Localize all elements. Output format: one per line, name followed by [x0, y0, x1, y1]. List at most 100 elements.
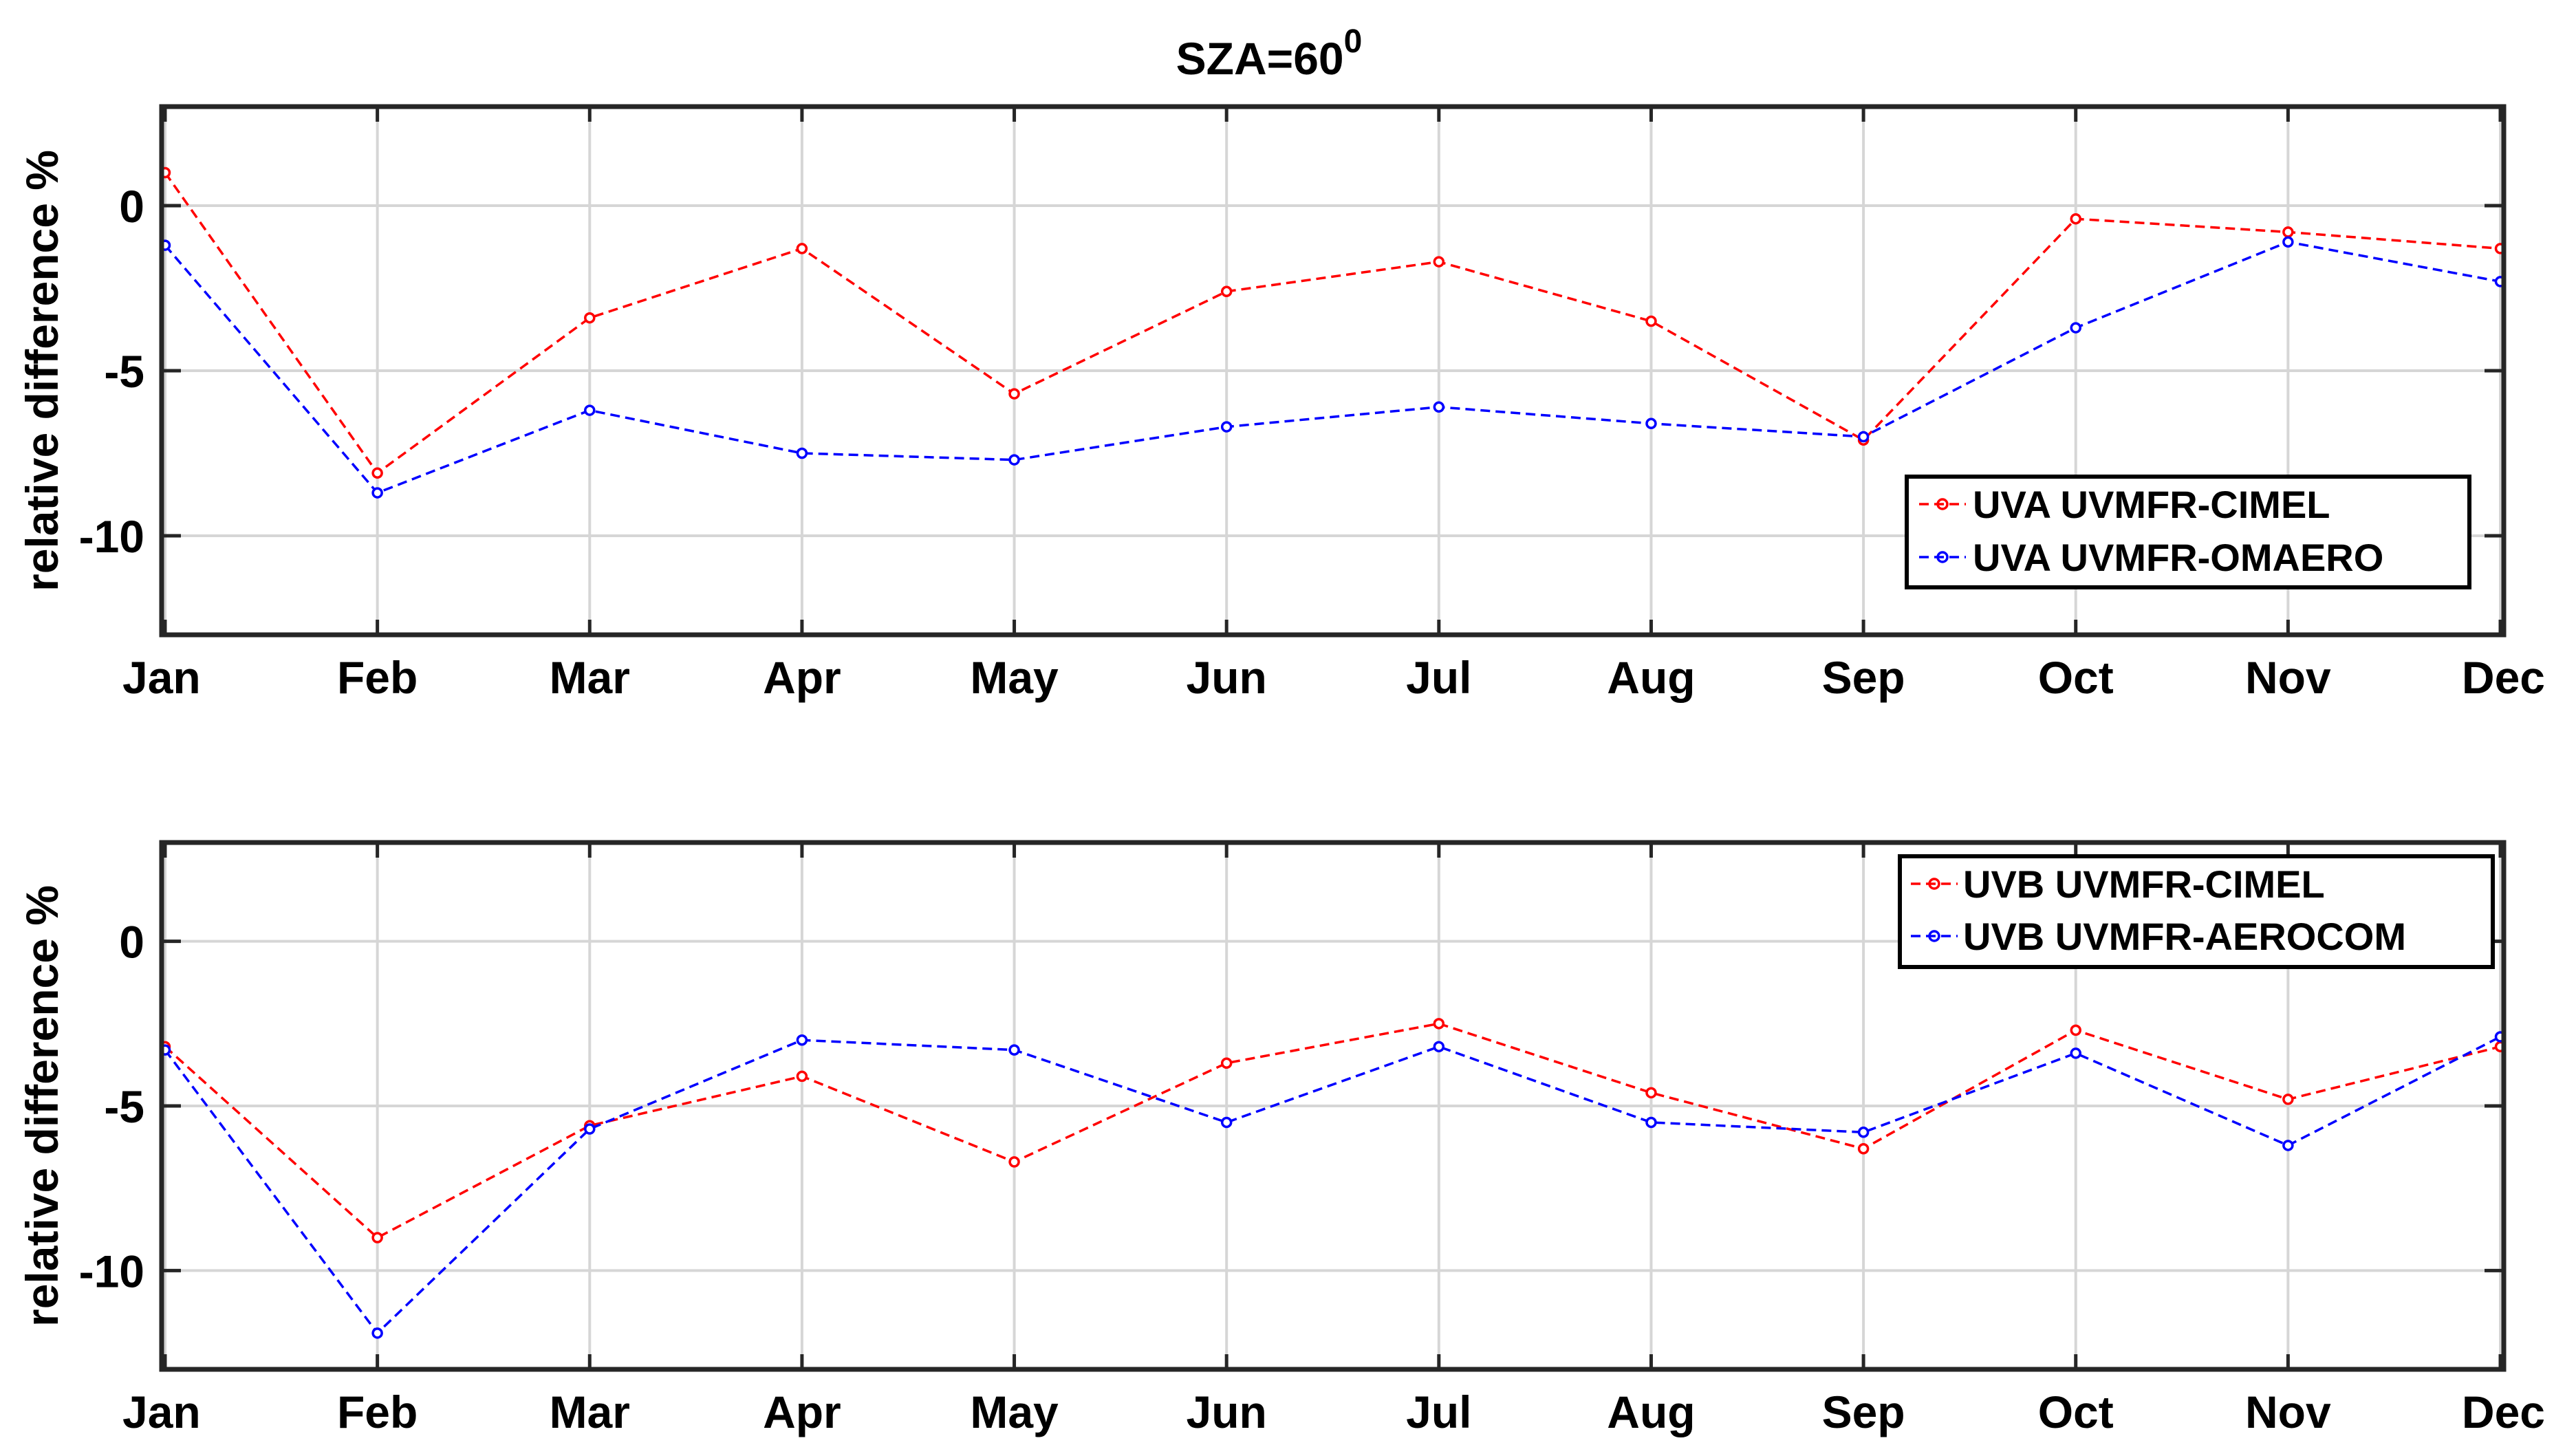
uvb-x-tick-label-may: May: [970, 1387, 1059, 1437]
uva-legend-swatch-marker: [1936, 551, 1949, 563]
uva-x-tick-label-dec: Dec: [2462, 652, 2545, 703]
uva-data-point-mar: [584, 312, 596, 324]
uvb-data-point-may: [1008, 1156, 1020, 1168]
uva-y-tick-label: 0: [119, 181, 144, 232]
uva-data-point-jun: [1220, 421, 1233, 433]
uvb-x-tick-label-apr: Apr: [763, 1387, 841, 1437]
figure-title: SZA=600: [1176, 23, 1363, 84]
uvb-data-point-jun: [1220, 1057, 1233, 1069]
uvb-series-line: [164, 1022, 2501, 1239]
uvb-data-point-may: [1008, 1044, 1020, 1056]
uva-data-point-nov: [2282, 236, 2294, 248]
uvb-x-tick-label-oct: Oct: [2038, 1387, 2114, 1437]
uvb-axis-ticks: [162, 843, 2504, 1369]
uva-series-uva-uvmfr-omaero: [159, 236, 2507, 499]
uva-data-point-jul: [1433, 256, 1445, 268]
uva-y-tick-labels: 0 -5 -10: [79, 181, 144, 562]
uva-y-tick-label: -5: [104, 346, 144, 397]
uvb-data-point-mar: [584, 1123, 596, 1135]
uva-panel: 0 -5 -10 Jan Feb Mar Apr May Jun Jul Aug Sep Oct Nov…: [17, 104, 2545, 703]
uvb-data-point-oct: [2070, 1047, 2081, 1059]
uvb-data-point-sep: [1857, 1142, 1870, 1155]
uvb-legend-item-aerocom: UVB UVMFR-AEROCOM: [1911, 915, 2406, 958]
uvb-x-tick-label-mar: Mar: [550, 1387, 630, 1437]
uvb-data-point-feb: [371, 1327, 383, 1339]
uvb-x-tick-label-jul: Jul: [1406, 1387, 1471, 1437]
uvb-legend-swatch-marker: [1928, 878, 1940, 890]
uva-data-point-may: [1008, 388, 1020, 400]
uva-data-point-oct: [2070, 213, 2081, 225]
uvb-x-tick-label-dec: Dec: [2462, 1387, 2545, 1437]
uvb-y-tick-label: 0: [119, 917, 144, 968]
uvb-panel: 0 -5 -10 Jan Feb Mar Apr May Jun Jul Aug Sep Oct Nov…: [17, 840, 2545, 1437]
uva-series-layer: [159, 166, 2507, 499]
uva-data-point-feb: [371, 487, 383, 499]
uva-x-tick-label-oct: Oct: [2038, 652, 2114, 703]
uvb-legend-label-aerocom: UVB UVMFR-AEROCOM: [1963, 915, 2406, 958]
uva-y-tick-label: -10: [79, 511, 144, 562]
uvb-legend-swatch-marker: [1928, 930, 1940, 942]
uvb-data-point-jul: [1433, 1018, 1445, 1030]
uva-x-tick-labels: Jan Feb Mar Apr May Jun Jul Aug Sep Oct Nov Dec: [122, 652, 2545, 703]
uva-data-point-may: [1008, 454, 1020, 466]
uva-x-tick-label-mar: Mar: [550, 652, 630, 703]
uvb-series-uvb-uvmfr-aerocom: [159, 1031, 2507, 1339]
uvb-x-tick-label-jun: Jun: [1187, 1387, 1267, 1437]
uvb-y-axis-label: relative difference %: [17, 885, 67, 1327]
uvb-series-line: [164, 1035, 2501, 1335]
uva-series-line: [164, 171, 2501, 475]
figure-title-main: SZA=60: [1176, 33, 1344, 84]
uvb-data-point-apr: [796, 1070, 808, 1083]
uvb-y-tick-labels: 0 -5 -10: [79, 917, 144, 1297]
uvb-x-tick-label-jan: Jan: [122, 1387, 201, 1437]
uva-x-tick-label-apr: Apr: [763, 652, 841, 703]
uvb-data-point-feb: [371, 1232, 383, 1243]
uvb-data-point-jul: [1433, 1041, 1445, 1053]
uva-data-point-jul: [1433, 401, 1445, 413]
uvb-series-layer: [159, 1018, 2507, 1339]
uva-x-tick-label-sep: Sep: [1822, 652, 1905, 703]
uvb-y-tick-label: -5: [104, 1081, 144, 1132]
uva-x-tick-label-aug: Aug: [1607, 652, 1695, 703]
uvb-legend: UVB UVMFR-CIMEL UVB UVMFR-AEROCOM: [1898, 854, 2495, 969]
uva-x-tick-label-feb: Feb: [337, 652, 418, 703]
uva-data-point-nov: [2282, 226, 2294, 238]
uvb-series-uvb-uvmfr-cimel: [159, 1018, 2507, 1243]
uva-x-tick-label-jun: Jun: [1187, 652, 1267, 703]
uvb-x-tick-label-aug: Aug: [1607, 1387, 1695, 1437]
uva-legend-label-omaero: UVA UVMFR-OMAERO: [1973, 536, 2383, 579]
uva-legend-label-cimel: UVA UVMFR-CIMEL: [1973, 483, 2330, 526]
uva-data-point-oct: [2070, 322, 2081, 334]
uva-x-tick-label-jul: Jul: [1406, 652, 1471, 703]
uvb-data-point-oct: [2070, 1024, 2081, 1036]
uva-series-uva-uvmfr-cimel: [159, 166, 2507, 479]
uva-axis-ticks: [162, 107, 2504, 635]
uvb-data-point-sep: [1857, 1127, 1870, 1138]
uvb-data-point-apr: [796, 1034, 808, 1046]
uva-data-point-feb: [371, 467, 383, 479]
uva-legend-item-cimel: UVA UVMFR-CIMEL: [1919, 483, 2330, 526]
uva-y-axis-label: relative difference %: [17, 150, 67, 591]
uva-data-point-aug: [1645, 315, 1657, 327]
uva-legend-item-omaero: UVA UVMFR-OMAERO: [1919, 536, 2383, 579]
uvb-legend-label-cimel: UVB UVMFR-CIMEL: [1963, 862, 2325, 906]
uva-x-tick-label-nov: Nov: [2245, 652, 2331, 703]
uva-data-point-mar: [584, 404, 596, 416]
uva-data-point-sep: [1857, 431, 1870, 443]
uvb-data-point-aug: [1645, 1116, 1657, 1129]
uvb-y-tick-label: -10: [79, 1246, 144, 1296]
uva-data-point-apr: [796, 447, 808, 459]
uvb-legend-item-cimel: UVB UVMFR-CIMEL: [1911, 862, 2325, 906]
uvb-data-point-jun: [1220, 1116, 1233, 1129]
uva-data-point-aug: [1645, 417, 1657, 430]
uva-legend-swatch-marker: [1936, 498, 1949, 510]
uvb-x-tick-label-feb: Feb: [337, 1387, 418, 1437]
uvb-legend-box: [1898, 854, 2495, 969]
uvb-x-tick-label-sep: Sep: [1822, 1387, 1905, 1437]
uva-series-line: [164, 240, 2501, 495]
uva-legend: UVA UVMFR-CIMEL UVA UVMFR-OMAERO: [1905, 475, 2471, 589]
uvb-x-tick-labels: Jan Feb Mar Apr May Jun Jul Aug Sep Oct Nov Dec: [122, 1387, 2545, 1437]
uva-legend-box: [1905, 475, 2471, 589]
uvb-data-point-nov: [2282, 1140, 2294, 1151]
